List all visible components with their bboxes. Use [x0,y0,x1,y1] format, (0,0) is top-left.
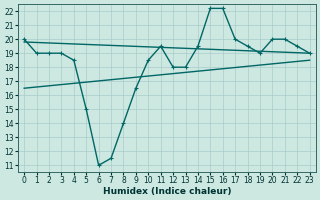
X-axis label: Humidex (Indice chaleur): Humidex (Indice chaleur) [103,187,231,196]
